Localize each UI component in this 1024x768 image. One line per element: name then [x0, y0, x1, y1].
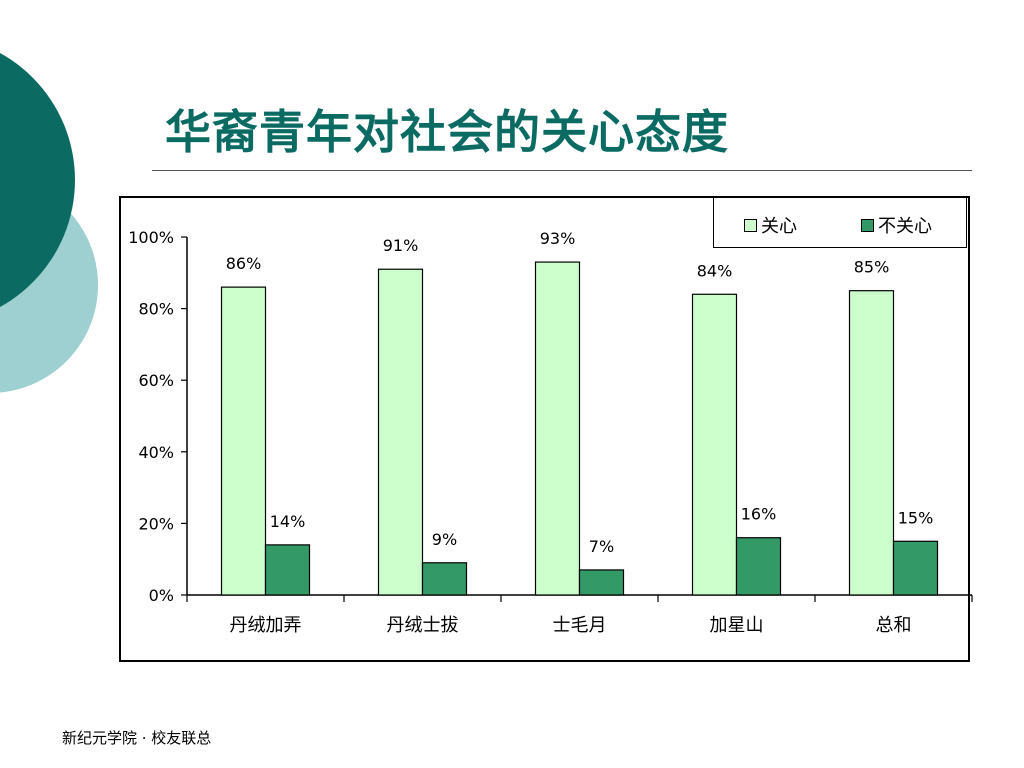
- data-label-not-care: 9%: [432, 530, 457, 549]
- y-tick-label: 0%: [149, 586, 174, 605]
- data-label-care: 91%: [383, 236, 419, 255]
- bar-care: [534, 261, 581, 596]
- x-category-label: 总和: [876, 615, 912, 636]
- bar-care: [691, 293, 738, 596]
- legend-label-not-care: 不关心: [878, 216, 932, 237]
- bar-care: [848, 290, 895, 596]
- slide-title: 华裔青年对社会的关心态度: [165, 105, 729, 159]
- y-tick-label: 40%: [138, 443, 174, 462]
- bar-care: [220, 286, 267, 596]
- title-divider: [152, 170, 972, 171]
- data-label-not-care: 15%: [898, 508, 934, 527]
- bar-not-care: [578, 569, 625, 596]
- y-tick-label: 100%: [128, 228, 174, 247]
- decor-dark-circle: [0, 53, 75, 307]
- data-label-care: 85%: [854, 258, 890, 277]
- bar-care: [377, 268, 424, 596]
- x-category-label: 丹绒士拔: [387, 615, 459, 636]
- slide-footer: 新纪元学院 · 校友联总: [62, 729, 212, 747]
- x-category-label: 士毛月: [553, 615, 607, 636]
- data-label-care: 84%: [697, 261, 733, 280]
- legend-item-care: 关心: [744, 212, 797, 238]
- slide-decoration: [0, 53, 98, 393]
- legend-swatch-care: [744, 218, 757, 232]
- data-label-care: 86%: [226, 254, 262, 273]
- data-label-not-care: 16%: [741, 505, 777, 524]
- bar-not-care: [892, 540, 939, 596]
- data-label-not-care: 14%: [270, 512, 306, 531]
- legend-label-care: 关心: [761, 216, 797, 237]
- bar-not-care: [735, 537, 782, 596]
- data-label-not-care: 7%: [589, 537, 614, 556]
- chart-legend: 关心 不关心: [713, 197, 967, 248]
- x-category-label: 加星山: [710, 615, 764, 636]
- data-label-care: 93%: [540, 229, 576, 248]
- x-category-label: 丹绒加弄: [230, 615, 302, 636]
- legend-item-not-care: 不关心: [861, 212, 932, 238]
- bar-not-care: [421, 562, 468, 596]
- legend-swatch-not-care: [861, 218, 874, 232]
- y-tick-label: 80%: [138, 300, 174, 319]
- y-tick-label: 60%: [138, 371, 174, 390]
- y-tick-label: 20%: [138, 514, 174, 533]
- bar-not-care: [264, 544, 311, 596]
